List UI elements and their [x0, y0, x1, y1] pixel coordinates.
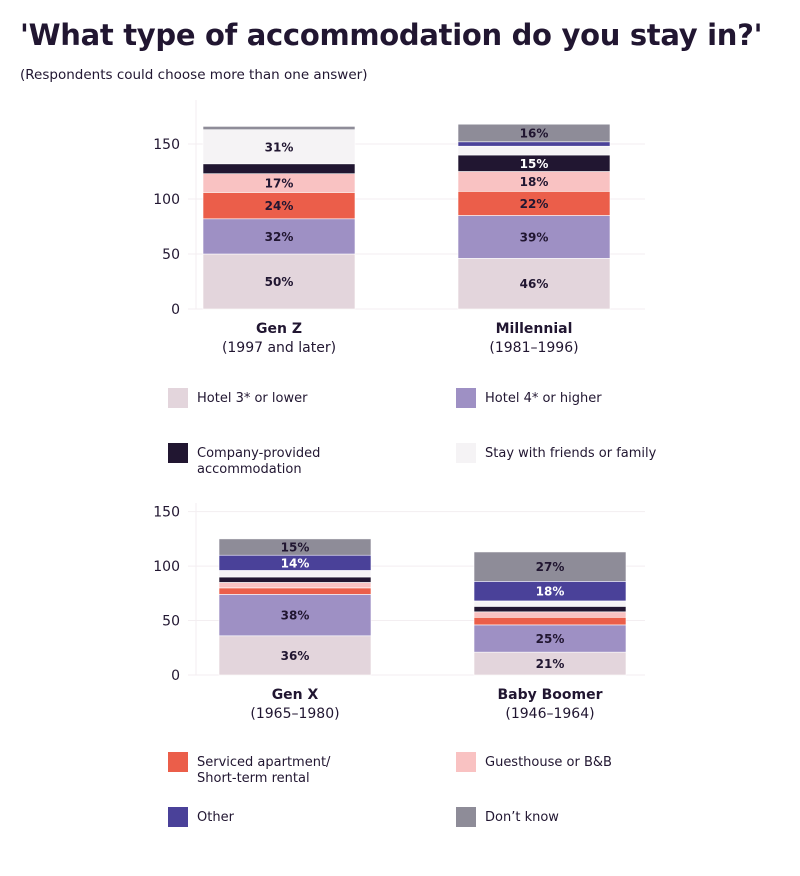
data-label: 31%: [265, 140, 294, 154]
category-label: Gen X: [272, 687, 319, 703]
bar-segment: [473, 606, 627, 613]
bar-segment: [457, 141, 611, 147]
bar-segment: [202, 192, 356, 220]
bar-segment: [202, 126, 356, 131]
legend-label: Hotel 4* or higher: [485, 391, 602, 406]
y-tick-label: 150: [153, 137, 180, 153]
legend-swatch: [456, 443, 476, 463]
data-label: 50%: [265, 275, 294, 289]
data-label: 25%: [536, 632, 565, 646]
bar-segment: [473, 611, 627, 618]
bar-segment: [202, 163, 356, 175]
legend-swatch: [168, 807, 188, 827]
bar-segment: [218, 570, 372, 578]
bar-segment: [218, 582, 372, 589]
bar-segment: [218, 587, 372, 595]
data-label: 16%: [520, 127, 549, 141]
bar-segment: [218, 538, 372, 556]
legend-swatch: [168, 443, 188, 463]
bar-segment: [473, 551, 627, 582]
legend-swatch: [456, 807, 476, 827]
bar-segment: [457, 123, 611, 143]
legend-swatch: [168, 752, 188, 772]
category-sublabel: (1946–1964): [505, 706, 594, 722]
data-label: 32%: [265, 230, 294, 244]
data-label: 39%: [520, 230, 549, 244]
legend-label: Stay with friends or family: [485, 446, 657, 461]
data-label: 21%: [536, 657, 565, 671]
y-tick-label: 50: [162, 247, 180, 263]
legend-label: Guesthouse or B&B: [485, 755, 612, 770]
data-label: 24%: [265, 199, 294, 213]
bar-segment: [457, 191, 611, 216]
y-tick-label: 100: [153, 192, 180, 208]
y-tick-label: 0: [171, 668, 180, 684]
data-label: 46%: [520, 277, 549, 291]
y-tick-label: 50: [162, 614, 180, 630]
bar-segment: [218, 576, 372, 583]
y-tick-label: 100: [153, 559, 180, 575]
data-label: 18%: [536, 585, 565, 599]
page-title: 'What type of accommodation do you stay …: [20, 18, 763, 52]
legend-label: Other: [197, 810, 234, 825]
legend-label: Company-provided accommodation: [197, 446, 321, 477]
legend-swatch: [456, 752, 476, 772]
legend-swatch: [456, 388, 476, 408]
category-label: Gen Z: [256, 321, 302, 337]
legend-label: Serviced apartment/ Short-term rental: [197, 755, 331, 786]
category-label: Baby Boomer: [497, 687, 602, 703]
y-tick-label: 0: [171, 302, 180, 318]
chart-2: 0 50 100 150 36% 38% 14%15% Gen X (1965–1980) 21%…: [153, 503, 645, 722]
bar-segment: [202, 218, 356, 255]
data-label: 15%: [281, 541, 310, 555]
data-label: 15%: [520, 157, 549, 171]
legend-label: Hotel 3* or lower: [197, 391, 308, 406]
legend-label: Don’t know: [485, 810, 559, 825]
category-sublabel: (1981–1996): [489, 340, 578, 356]
page-subtitle: (Respondents could choose more than one …: [20, 67, 368, 83]
data-label: 14%: [281, 556, 310, 570]
legend-swatch: [168, 388, 188, 408]
bar-segment: [218, 635, 372, 676]
bar-segment: [473, 624, 627, 653]
bar-segment: [218, 594, 372, 637]
bar-segment: [457, 258, 611, 310]
data-label: 22%: [520, 197, 549, 211]
bar-segment: [473, 600, 627, 607]
y-tick-label: 150: [153, 505, 180, 521]
bar-segment: [202, 129, 356, 165]
bar-segment: [473, 616, 627, 626]
category-sublabel: (1997 and later): [222, 340, 336, 356]
data-label: 18%: [520, 175, 549, 189]
data-label: 38%: [281, 609, 310, 623]
data-label: 36%: [281, 649, 310, 663]
category-label: Millennial: [496, 321, 573, 337]
data-label: 17%: [265, 177, 294, 191]
bar-segment: [457, 145, 611, 156]
bar-segment: [202, 253, 356, 310]
category-sublabel: (1965–1980): [250, 706, 339, 722]
chart-1: 0 50 100 150 50% 32% 24% 17% 31% Gen Z (1997 and l…: [153, 100, 645, 356]
bar-segment: [457, 215, 611, 259]
data-label: 27%: [536, 560, 565, 574]
